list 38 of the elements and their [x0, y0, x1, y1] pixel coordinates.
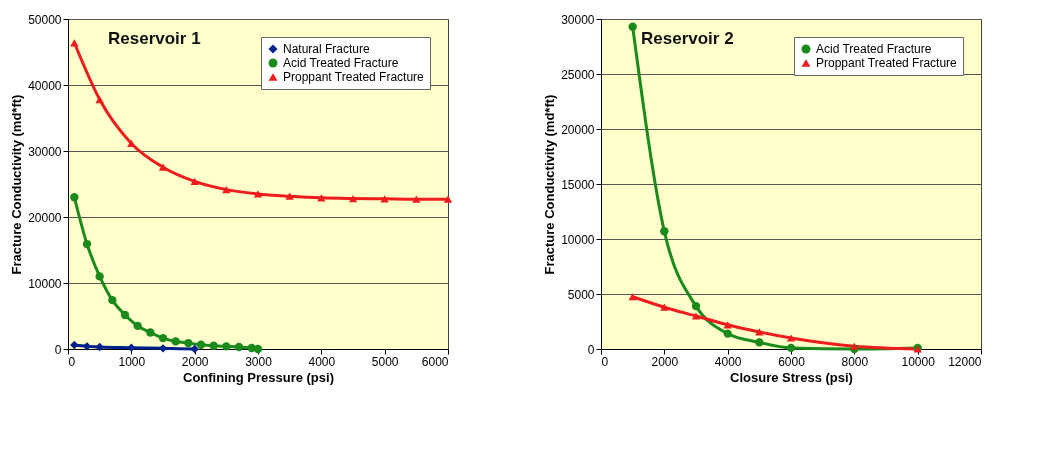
y-tick-label: 30000 — [561, 12, 595, 27]
x-axis-title: Confining Pressure (psi) — [183, 369, 334, 385]
x-tick-label: 3000 — [245, 354, 273, 369]
legend-label: Proppant Treated Fracture — [816, 56, 958, 70]
x-tick-label: 8000 — [841, 354, 869, 369]
y-tick-label: 10000 — [561, 232, 595, 247]
legend-label: Natural Fracture — [283, 42, 371, 56]
y-tick-label: 25000 — [561, 67, 595, 82]
x-tick-label: 6000 — [421, 354, 449, 369]
x-tick-label: 4000 — [714, 354, 742, 369]
y-axis-title: Fracture Conductivity (md*ft) — [542, 94, 558, 275]
legend-label: Acid Treated Fracture — [816, 42, 932, 56]
y-tick-label: 0 — [54, 342, 62, 357]
x-tick-label: 10000 — [901, 354, 936, 369]
x-tick-label: 0 — [68, 354, 76, 369]
x-tick-label: 6000 — [778, 354, 806, 369]
y-tick-label: 0 — [587, 342, 595, 357]
y-tick-label: 50000 — [28, 12, 62, 27]
x-tick-label: 5000 — [371, 354, 399, 369]
x-axis-title: Closure Stress (psi) — [730, 369, 853, 385]
x-tick-label: 2000 — [651, 354, 679, 369]
x-tick-label: 4000 — [308, 354, 336, 369]
x-tick-label: 0 — [601, 354, 609, 369]
y-tick-label: 20000 — [561, 122, 595, 137]
y-tick-label: 5000 — [567, 287, 595, 302]
y-tick-label: 30000 — [28, 144, 62, 159]
x-tick-label: 1000 — [118, 354, 146, 369]
y-tick-label: 10000 — [28, 276, 62, 291]
y-axis-title: Fracture Conductivity (md*ft) — [9, 94, 25, 275]
y-tick-label: 20000 — [28, 210, 62, 225]
legend-label: Acid Treated Fracture — [283, 56, 399, 70]
x-tick-label: 2000 — [181, 354, 209, 369]
y-tick-label: 15000 — [561, 177, 595, 192]
text: Reservoir 1 — [108, 29, 201, 48]
legend-label: Proppant Treated Fracture — [283, 70, 425, 84]
text: Reservoir 2 — [641, 29, 734, 48]
y-tick-label: 40000 — [28, 78, 62, 93]
x-tick-label: 12000 — [948, 354, 982, 369]
